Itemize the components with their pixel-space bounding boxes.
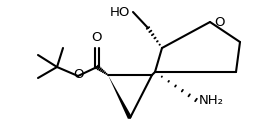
Polygon shape (108, 75, 132, 119)
Text: O: O (73, 68, 83, 82)
Text: NH₂: NH₂ (199, 95, 224, 108)
Text: O: O (92, 31, 102, 44)
Text: HO: HO (110, 6, 130, 18)
Text: O: O (214, 15, 225, 29)
